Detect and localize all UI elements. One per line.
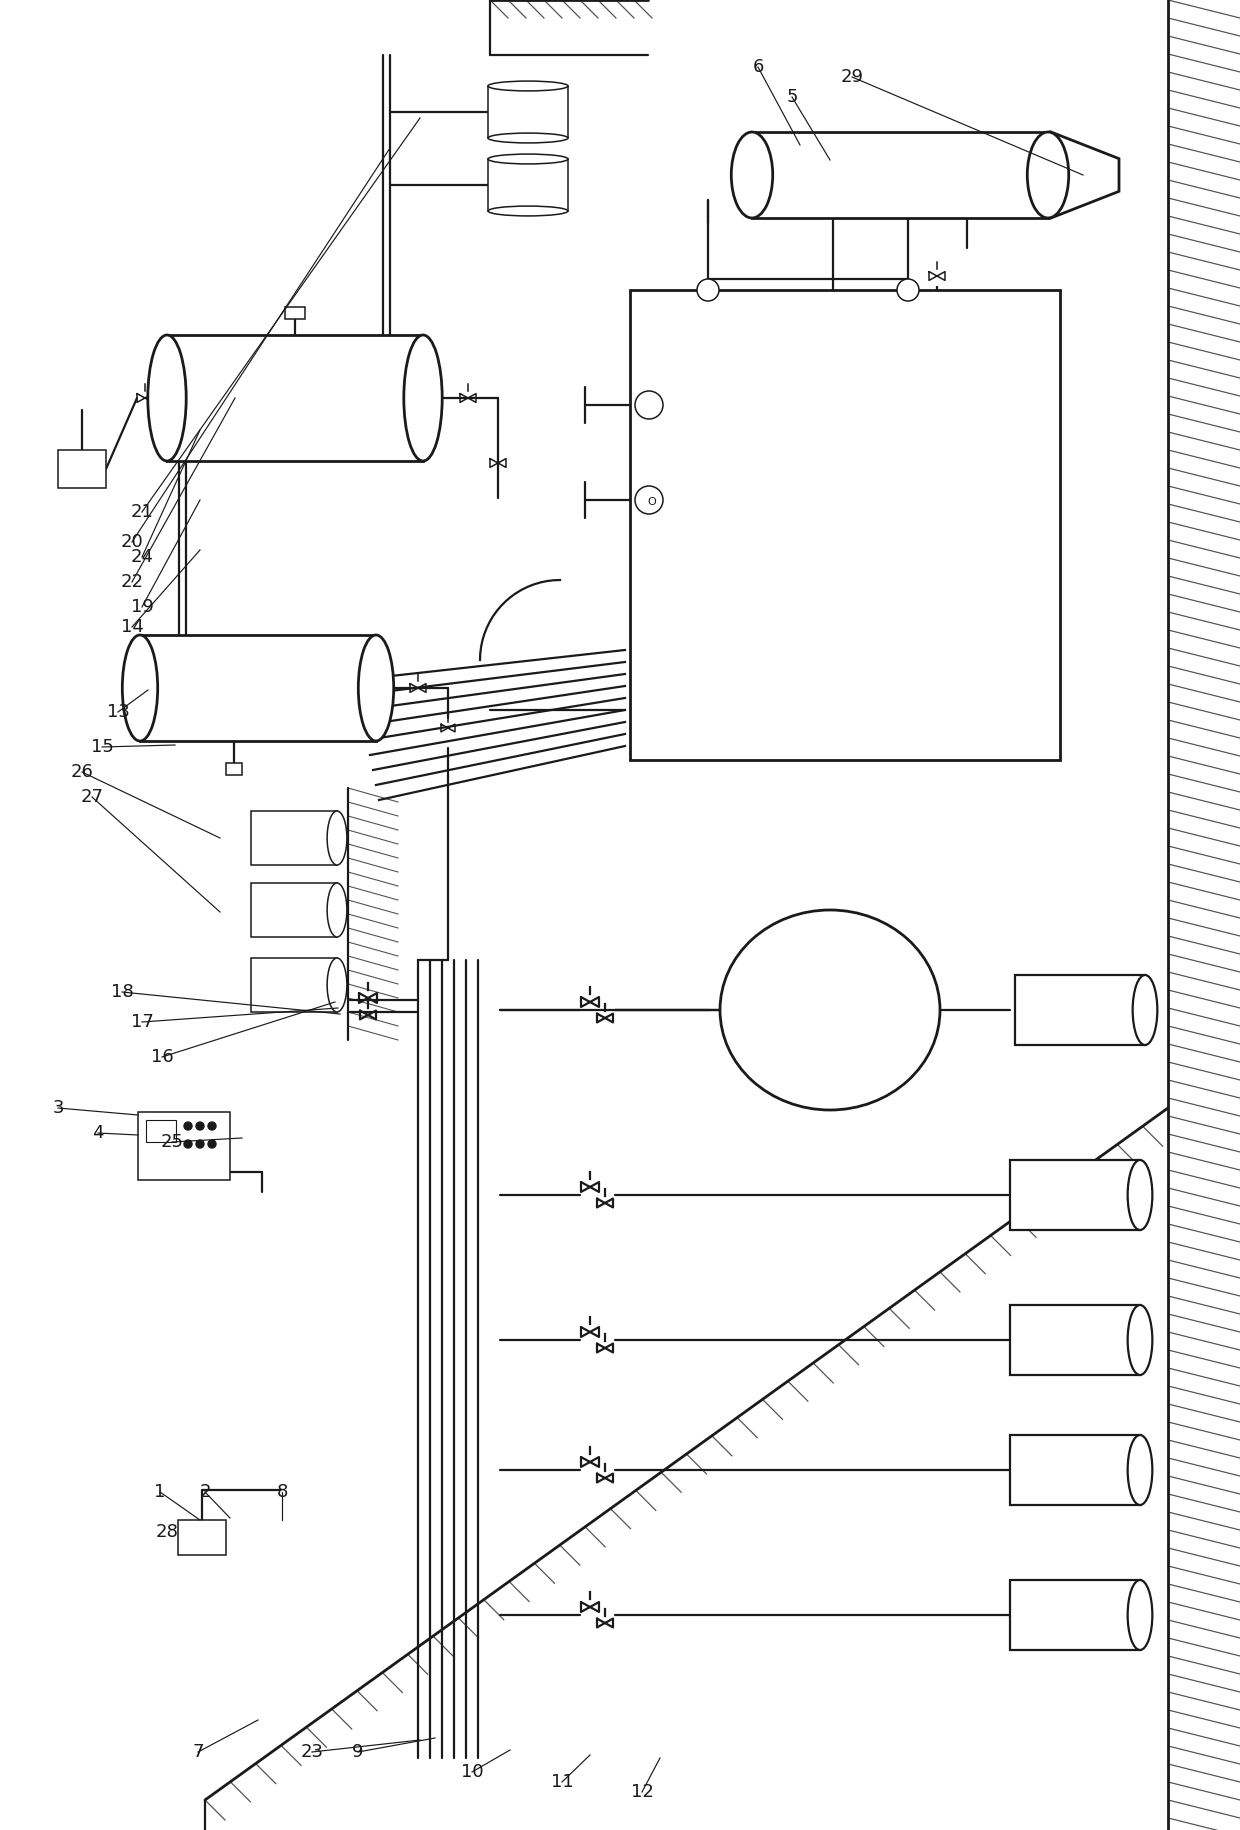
Text: 4: 4: [92, 1124, 104, 1142]
Text: 14: 14: [120, 619, 144, 637]
Bar: [630, 289, 1060, 759]
Bar: [285, 307, 305, 318]
Bar: [1011, 1305, 1140, 1374]
Bar: [250, 957, 337, 1012]
Bar: [167, 335, 423, 461]
Bar: [250, 811, 337, 866]
Text: 24: 24: [130, 547, 154, 565]
Text: 7: 7: [192, 1742, 203, 1760]
Circle shape: [196, 1122, 205, 1129]
Ellipse shape: [489, 207, 568, 216]
Ellipse shape: [1127, 1305, 1152, 1374]
Text: 23: 23: [300, 1742, 324, 1760]
Text: 29: 29: [841, 68, 863, 86]
Bar: [179, 1521, 226, 1556]
Text: 26: 26: [71, 763, 93, 781]
Text: 1: 1: [154, 1482, 166, 1501]
Circle shape: [635, 487, 663, 514]
Ellipse shape: [489, 154, 568, 165]
Text: 20: 20: [120, 533, 144, 551]
Bar: [140, 635, 376, 741]
Text: 3: 3: [52, 1100, 63, 1116]
Ellipse shape: [404, 335, 443, 461]
Bar: [227, 763, 242, 774]
Bar: [489, 159, 568, 210]
Ellipse shape: [732, 132, 773, 218]
Bar: [58, 450, 105, 489]
Ellipse shape: [123, 635, 157, 741]
Ellipse shape: [489, 134, 568, 143]
Text: 9: 9: [352, 1742, 363, 1760]
Ellipse shape: [720, 910, 940, 1111]
Bar: [751, 132, 1048, 218]
Bar: [1011, 1435, 1140, 1504]
Circle shape: [635, 392, 663, 419]
Ellipse shape: [1127, 1435, 1152, 1504]
Text: 8: 8: [277, 1482, 288, 1501]
Text: 5: 5: [786, 88, 797, 106]
Ellipse shape: [489, 81, 568, 92]
Text: 12: 12: [631, 1782, 653, 1801]
Text: 21: 21: [130, 503, 154, 522]
Ellipse shape: [1127, 1160, 1152, 1230]
Text: 25: 25: [160, 1133, 184, 1151]
Bar: [1016, 975, 1145, 1045]
Ellipse shape: [327, 884, 347, 937]
Bar: [146, 1120, 176, 1142]
Circle shape: [208, 1140, 216, 1147]
Circle shape: [196, 1140, 205, 1147]
Circle shape: [697, 278, 719, 300]
Circle shape: [184, 1122, 192, 1129]
Text: 6: 6: [753, 59, 764, 77]
Text: 13: 13: [107, 703, 129, 721]
Circle shape: [897, 278, 919, 300]
Bar: [250, 884, 337, 937]
Bar: [1011, 1160, 1140, 1230]
Text: 16: 16: [150, 1049, 174, 1067]
Text: 15: 15: [91, 737, 113, 756]
Bar: [1011, 1579, 1140, 1651]
Text: 18: 18: [110, 983, 134, 1001]
Circle shape: [184, 1140, 192, 1147]
Ellipse shape: [1127, 1579, 1152, 1651]
Text: 19: 19: [130, 598, 154, 617]
Ellipse shape: [1027, 132, 1069, 218]
Text: 22: 22: [120, 573, 144, 591]
Text: 10: 10: [461, 1762, 484, 1781]
Circle shape: [208, 1122, 216, 1129]
Text: 27: 27: [81, 789, 103, 805]
Bar: [138, 1113, 229, 1180]
Polygon shape: [1052, 132, 1118, 218]
Ellipse shape: [358, 635, 394, 741]
Text: 2: 2: [200, 1482, 211, 1501]
Text: 17: 17: [130, 1014, 154, 1030]
Ellipse shape: [148, 335, 186, 461]
Ellipse shape: [327, 811, 347, 866]
Text: O: O: [647, 498, 656, 507]
Ellipse shape: [1132, 975, 1157, 1045]
Text: 28: 28: [155, 1523, 179, 1541]
Text: 11: 11: [551, 1773, 573, 1792]
Bar: [489, 86, 568, 137]
Ellipse shape: [327, 957, 347, 1012]
